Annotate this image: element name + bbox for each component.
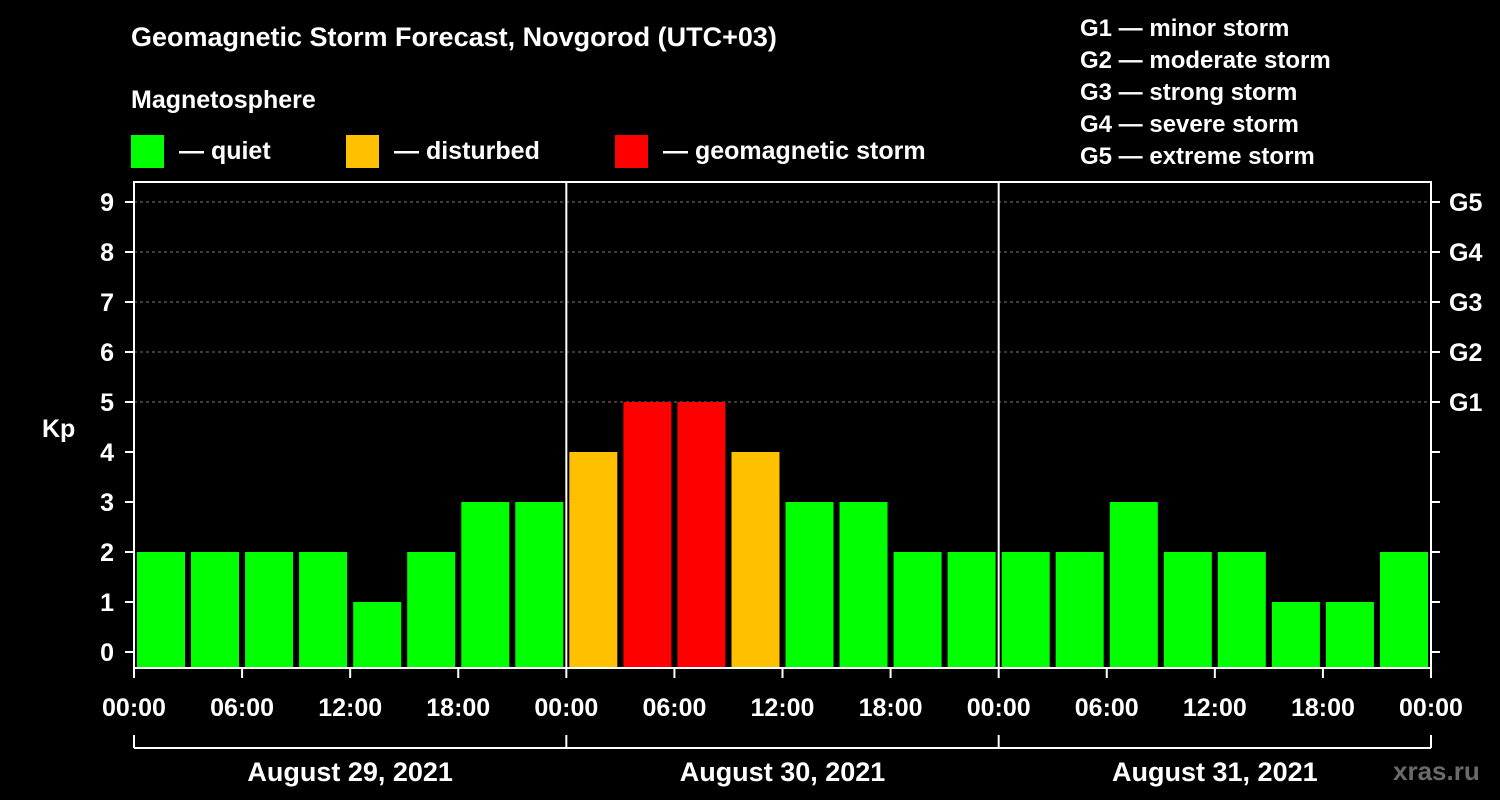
legend-disturbed-swatch <box>346 134 379 168</box>
y-tick-label-6: 6 <box>100 339 114 367</box>
bar-13 <box>839 502 888 668</box>
x-tick-label-3: 18:00 <box>426 694 490 722</box>
y-tick-label-9: 9 <box>100 189 114 217</box>
y-tick-label-3: 3 <box>100 489 114 517</box>
watermark: xras.ru <box>1393 756 1480 786</box>
bar-6 <box>461 502 510 668</box>
legend-quiet-swatch <box>131 134 164 168</box>
y-tick-label-1: 1 <box>100 589 114 617</box>
bar-9 <box>623 402 672 668</box>
y-tick-label-5: 5 <box>100 389 114 417</box>
bar-10 <box>677 402 726 668</box>
y-axis-label: Kp <box>42 415 75 443</box>
x-tick-label-4: 00:00 <box>534 694 598 722</box>
right-tick-label-g1: G1 <box>1449 389 1482 417</box>
bar-3 <box>299 552 348 668</box>
bar-12 <box>785 502 834 668</box>
legend-storm-label: — geomagnetic storm <box>663 136 926 165</box>
y-tick-label-7: 7 <box>100 289 114 317</box>
x-tick-label-7: 18:00 <box>859 694 923 722</box>
bar-20 <box>1217 552 1266 668</box>
x-tick-label-11: 18:00 <box>1291 694 1355 722</box>
bar-17 <box>1055 552 1104 668</box>
bar-11 <box>731 452 780 668</box>
bar-19 <box>1163 552 1212 668</box>
bar-21 <box>1271 602 1320 668</box>
bar-16 <box>1001 552 1050 668</box>
bar-0 <box>137 552 185 668</box>
legend-disturbed-label: — disturbed <box>394 136 540 165</box>
x-tick-label-2: 12:00 <box>318 694 382 722</box>
legend-quiet-label: — quiet <box>179 136 271 165</box>
storm-scale-g4: G4 — severe storm <box>1080 111 1299 138</box>
bar-22 <box>1325 602 1374 668</box>
storm-scale-g1: G1 — minor storm <box>1080 15 1290 42</box>
bar-23 <box>1380 552 1428 668</box>
y-tick-label-4: 4 <box>100 439 114 467</box>
storm-scale-g5: G5 — extreme storm <box>1080 143 1315 170</box>
chart-title: Geomagnetic Storm Forecast, Novgorod (UT… <box>131 22 777 52</box>
bar-4 <box>353 602 402 668</box>
right-tick-label-g3: G3 <box>1449 289 1482 317</box>
day-label-0: August 29, 2021 <box>247 757 453 787</box>
x-tick-label-8: 00:00 <box>967 694 1031 722</box>
x-tick-label-6: 12:00 <box>751 694 815 722</box>
x-tick-label-1: 06:00 <box>210 694 274 722</box>
legend-quiet: — quiet <box>131 134 271 168</box>
x-tick-label-10: 12:00 <box>1183 694 1247 722</box>
storm-scale-g3: G3 — strong storm <box>1080 79 1298 106</box>
x-tick-label-5: 06:00 <box>642 694 706 722</box>
x-tick-label-9: 06:00 <box>1075 694 1139 722</box>
right-tick-label-g5: G5 <box>1449 189 1482 217</box>
day-label-1: August 30, 2021 <box>680 757 886 787</box>
legend-storm: — geomagnetic storm <box>615 134 926 168</box>
bar-8 <box>569 452 618 668</box>
right-tick-label-g2: G2 <box>1449 339 1482 367</box>
bar-5 <box>407 552 456 668</box>
chart-subtitle: Magnetosphere <box>131 86 316 114</box>
legend-storm-swatch <box>615 134 648 168</box>
bar-7 <box>515 502 564 668</box>
bar-15 <box>947 552 996 668</box>
bar-1 <box>191 552 239 668</box>
storm-scale-g2: G2 — moderate storm <box>1080 47 1331 74</box>
x-tick-label-0: 00:00 <box>102 694 166 722</box>
bar-14 <box>893 552 942 668</box>
y-tick-label-2: 2 <box>100 539 114 567</box>
y-tick-label-0: 0 <box>100 639 114 667</box>
y-tick-label-8: 8 <box>100 239 114 267</box>
day-label-2: August 31, 2021 <box>1112 757 1318 787</box>
right-tick-label-g4: G4 <box>1449 239 1482 267</box>
bar-18 <box>1109 502 1158 668</box>
x-tick-label-12: 00:00 <box>1399 694 1463 722</box>
legend-disturbed: — disturbed <box>346 134 540 168</box>
bar-2 <box>245 552 294 668</box>
